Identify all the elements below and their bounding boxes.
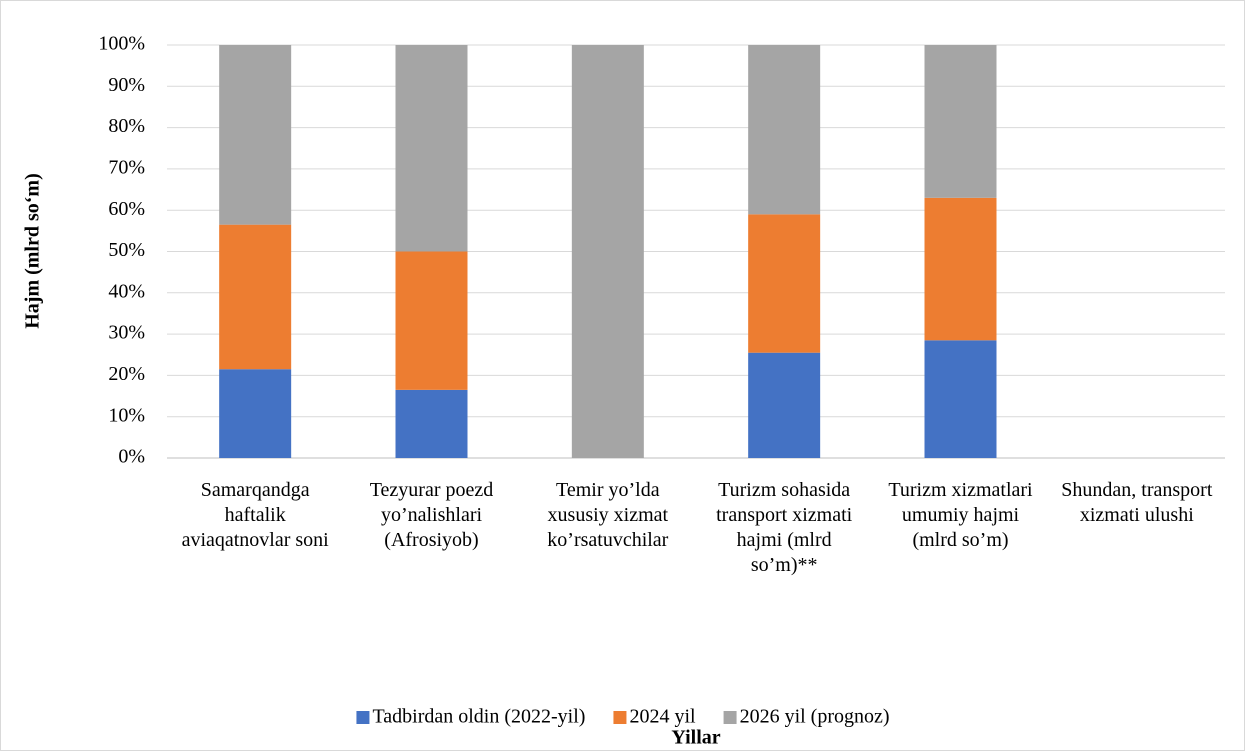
y-tick-label: 90%: [108, 74, 145, 96]
y-tick-label: 70%: [108, 156, 145, 178]
bar-segment: [924, 45, 997, 198]
legend-label: Tadbirdan oldin (2022-yil): [372, 706, 585, 728]
bar-segment: [395, 389, 468, 458]
bar-segment: [924, 197, 997, 341]
bar-segment: [219, 45, 292, 225]
x-tick-label: Samarqandga haftalik aviaqatnovlar soni: [181, 479, 329, 551]
bar-segment: [219, 369, 292, 458]
y-axis-label: Hajm (mlrd so‘m): [22, 173, 44, 329]
x-axis-label: Yillar: [671, 727, 720, 749]
legend-swatch: [613, 711, 627, 724]
y-tick-label: 20%: [108, 363, 145, 385]
x-tick-label: Turizm sohasida transport xizmati hajmi …: [716, 479, 853, 576]
y-tick-label: 10%: [108, 404, 145, 426]
bar-segment: [924, 340, 997, 458]
y-tick-label: 40%: [108, 280, 145, 302]
x-tick-label: Temir yo’lda xususiy xizmat ko’rsatuvchi…: [547, 479, 669, 551]
bar-segment: [395, 251, 468, 390]
y-tick-label: 50%: [108, 239, 145, 261]
y-tick-label: 100%: [98, 33, 145, 55]
legend-label: 2024 yil: [629, 706, 696, 728]
y-tick-label: 80%: [108, 115, 145, 137]
bar-segment: [571, 45, 644, 458]
bar-segment: [395, 45, 468, 252]
y-tick-label: 60%: [108, 198, 145, 220]
bar-segment: [748, 352, 821, 458]
bar-segment: [219, 224, 292, 370]
x-tick-label: Shundan, transport xizmati ulushi: [1061, 479, 1213, 526]
x-tick-label: Tezyurar poezd yo’nalishlari (Afrosiyob): [369, 479, 494, 551]
bar-segment: [748, 214, 821, 353]
y-tick-label: 0%: [118, 446, 145, 468]
legend-swatch: [356, 711, 370, 724]
x-tick-label: Turizm xizmatlari umumiy hajmi (mlrd so’…: [888, 479, 1033, 551]
legend-label: 2026 yil (prognoz): [740, 706, 890, 728]
bar-segment: [748, 45, 821, 215]
y-tick-label: 30%: [108, 322, 145, 344]
legend-swatch: [723, 711, 737, 724]
